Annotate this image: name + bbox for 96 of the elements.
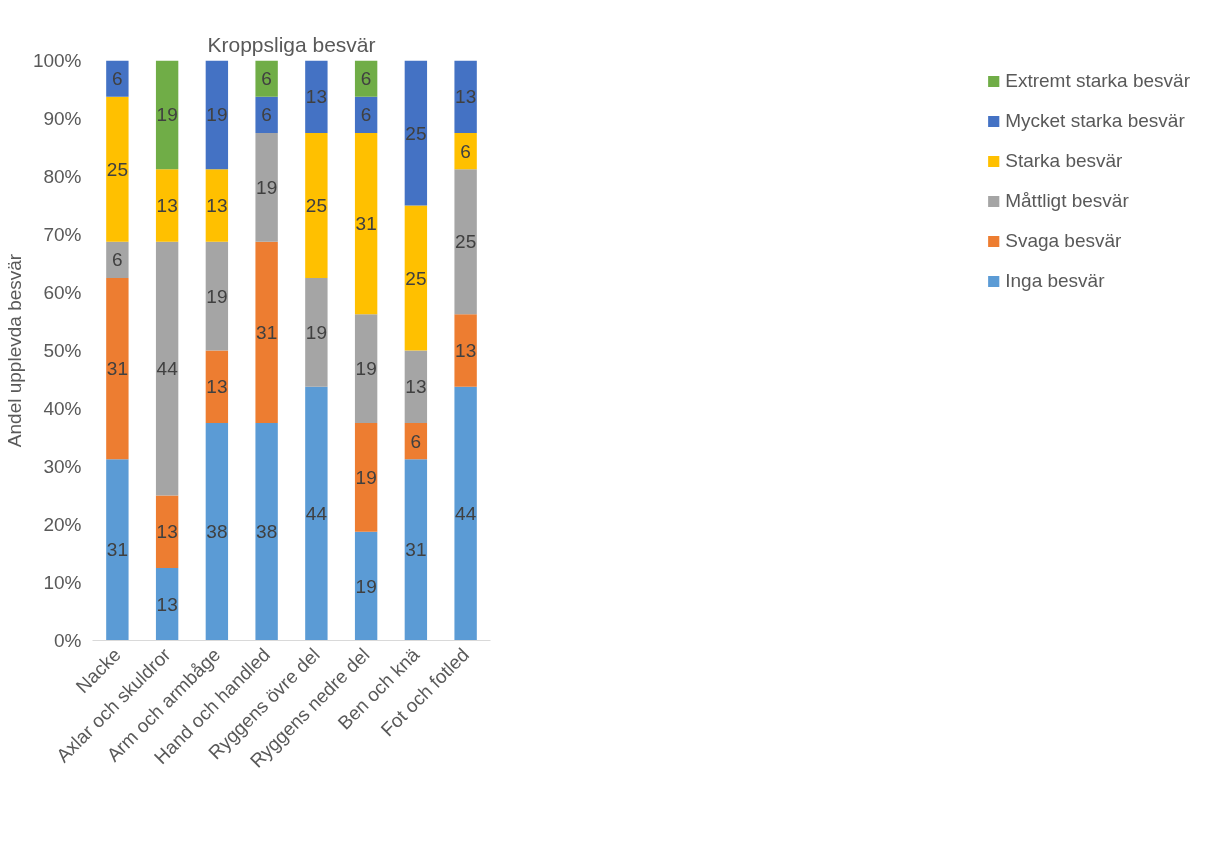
- data-label: 38: [206, 521, 228, 543]
- data-label: 31: [256, 321, 278, 343]
- data-label: 13: [455, 340, 477, 361]
- bar: [106, 459, 129, 641]
- legend-label: Inga besvär: [1005, 270, 1105, 292]
- data-label: 6: [261, 68, 272, 90]
- bar: [404, 459, 428, 641]
- data-label: 19: [355, 358, 377, 380]
- bar: [305, 133, 328, 278]
- legend-label: Mycket starka besvär: [1005, 110, 1185, 132]
- bar: [106, 278, 129, 460]
- y-tick-label: 50%: [43, 340, 82, 361]
- data-label: 19: [206, 104, 228, 126]
- data-label: 31: [355, 213, 377, 235]
- data-label: 13: [206, 376, 228, 398]
- bar: [404, 60, 428, 206]
- bar: [106, 241, 129, 278]
- bar: [205, 169, 229, 242]
- data-label: 44: [455, 503, 477, 525]
- y-tick-label: 20%: [43, 514, 82, 535]
- legend-label: Måttligt besvär: [1005, 190, 1129, 212]
- data-label: 6: [112, 68, 123, 90]
- y-tick-label: 80%: [43, 166, 82, 187]
- data-label: 6: [261, 104, 272, 126]
- y-tick-label: 0%: [54, 630, 82, 651]
- bar: [155, 568, 179, 641]
- data-label: 13: [455, 86, 477, 108]
- data-label: 19: [256, 176, 278, 198]
- bar: [454, 60, 477, 133]
- bar: [255, 241, 278, 423]
- data-label: 13: [156, 195, 178, 216]
- bar: [305, 60, 328, 133]
- data-label: 19: [355, 575, 377, 597]
- bar: [205, 350, 229, 423]
- data-label: 19: [305, 321, 327, 343]
- bar: [155, 169, 179, 242]
- y-tick-label: 60%: [43, 282, 82, 303]
- bar: [354, 314, 378, 423]
- bar: [454, 169, 477, 315]
- bar: [404, 205, 428, 351]
- data-label: 19: [156, 104, 178, 126]
- legend-label: Svaga besvär: [1005, 230, 1122, 252]
- data-label: 19: [355, 466, 377, 488]
- bar: [106, 60, 129, 97]
- bar: [305, 386, 328, 641]
- data-label: 25: [455, 231, 477, 253]
- y-tick-label: 30%: [43, 456, 82, 477]
- y-tick-label: 10%: [43, 572, 82, 593]
- data-label: 13: [156, 521, 178, 543]
- data-label: 19: [206, 285, 228, 307]
- data-label: 6: [460, 140, 471, 162]
- bar: [354, 133, 378, 315]
- bar: [155, 241, 179, 496]
- data-label: 31: [106, 358, 128, 380]
- data-label: 13: [156, 593, 178, 615]
- data-label: 25: [305, 195, 327, 216]
- bar: [255, 423, 278, 641]
- legend-label: Starka besvär: [1005, 150, 1123, 172]
- data-label: 44: [305, 503, 328, 525]
- data-label: 25: [106, 158, 128, 180]
- data-label: 6: [410, 430, 422, 452]
- data-label: 31: [106, 539, 128, 561]
- bar: [205, 60, 229, 170]
- data-label: 6: [360, 68, 372, 90]
- bar: [454, 133, 477, 170]
- data-label: 13: [305, 86, 327, 108]
- legend-label: Extremt starka besvär: [1005, 70, 1190, 92]
- y-tick-label: 100%: [32, 50, 82, 71]
- data-label: 13: [405, 376, 427, 398]
- bar: [454, 386, 477, 641]
- bar: [255, 96, 278, 133]
- data-label: 25: [405, 267, 427, 289]
- bar: [454, 314, 477, 387]
- bar: [106, 96, 129, 242]
- y-tick-label: 70%: [43, 224, 82, 245]
- bar: [155, 495, 179, 568]
- bar: [255, 133, 278, 242]
- data-label: 6: [360, 104, 372, 126]
- data-label: 31: [405, 539, 427, 561]
- bar: [205, 423, 229, 641]
- y-axis-title: Andel upplevda besvär: [3, 253, 25, 448]
- bar: [404, 350, 428, 423]
- bar: [354, 531, 378, 641]
- bar: [255, 60, 278, 97]
- chart-title: Kroppsliga besvär: [207, 32, 376, 56]
- data-label: 25: [405, 122, 427, 144]
- data-label: 44: [156, 358, 179, 380]
- bar: [155, 60, 179, 170]
- y-tick-label: 40%: [43, 398, 82, 419]
- bar: [354, 423, 378, 532]
- bar: [205, 241, 229, 351]
- y-tick-label: 90%: [43, 108, 82, 129]
- data-label: 38: [256, 521, 278, 543]
- data-label: 6: [112, 249, 123, 271]
- bar: [305, 278, 328, 387]
- data-label: 13: [206, 195, 228, 216]
